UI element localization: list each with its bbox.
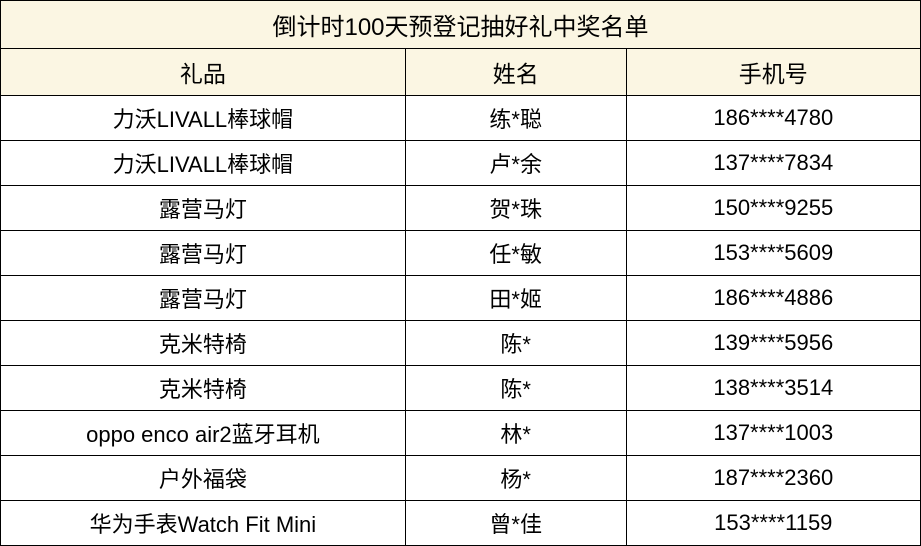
column-header-phone: 手机号	[626, 49, 920, 96]
table-row: 户外福袋 杨* 187****2360	[1, 456, 921, 501]
table-row: 露营马灯 任*敏 153****5609	[1, 231, 921, 276]
cell-phone: 150****9255	[626, 186, 920, 231]
table-row: 露营马灯 田*姬 186****4886	[1, 276, 921, 321]
cell-name: 练*聪	[405, 96, 626, 141]
table-row: 克米特椅 陈* 138****3514	[1, 366, 921, 411]
table-row: 力沃LIVALL棒球帽 卢*余 137****7834	[1, 141, 921, 186]
cell-prize: 户外福袋	[1, 456, 406, 501]
cell-phone: 138****3514	[626, 366, 920, 411]
cell-name: 曾*佳	[405, 501, 626, 546]
cell-prize: oppo enco air2蓝牙耳机	[1, 411, 406, 456]
cell-name: 任*敏	[405, 231, 626, 276]
cell-phone: 187****2360	[626, 456, 920, 501]
column-header-name: 姓名	[405, 49, 626, 96]
cell-name: 陈*	[405, 321, 626, 366]
winners-table-container: 倒计时100天预登记抽好礼中奖名单 礼品 姓名 手机号 力沃LIVALL棒球帽 …	[0, 0, 921, 546]
cell-name: 杨*	[405, 456, 626, 501]
cell-name: 卢*余	[405, 141, 626, 186]
cell-name: 林*	[405, 411, 626, 456]
table-row: 力沃LIVALL棒球帽 练*聪 186****4780	[1, 96, 921, 141]
cell-phone: 153****1159	[626, 501, 920, 546]
winners-table: 倒计时100天预登记抽好礼中奖名单 礼品 姓名 手机号 力沃LIVALL棒球帽 …	[0, 0, 921, 546]
table-row: 华为手表Watch Fit Mini 曾*佳 153****1159	[1, 501, 921, 546]
cell-phone: 139****5956	[626, 321, 920, 366]
cell-prize: 华为手表Watch Fit Mini	[1, 501, 406, 546]
cell-prize: 克米特椅	[1, 366, 406, 411]
table-body: 力沃LIVALL棒球帽 练*聪 186****4780 力沃LIVALL棒球帽 …	[1, 96, 921, 546]
cell-phone: 137****7834	[626, 141, 920, 186]
table-row: 露营马灯 贺*珠 150****9255	[1, 186, 921, 231]
cell-prize: 露营马灯	[1, 231, 406, 276]
cell-name: 陈*	[405, 366, 626, 411]
cell-prize: 克米特椅	[1, 321, 406, 366]
cell-phone: 186****4780	[626, 96, 920, 141]
cell-phone: 186****4886	[626, 276, 920, 321]
cell-phone: 153****5609	[626, 231, 920, 276]
cell-prize: 力沃LIVALL棒球帽	[1, 141, 406, 186]
cell-prize: 力沃LIVALL棒球帽	[1, 96, 406, 141]
cell-phone: 137****1003	[626, 411, 920, 456]
table-header-row: 礼品 姓名 手机号	[1, 49, 921, 96]
cell-prize: 露营马灯	[1, 276, 406, 321]
column-header-prize: 礼品	[1, 49, 406, 96]
cell-name: 贺*珠	[405, 186, 626, 231]
table-title: 倒计时100天预登记抽好礼中奖名单	[1, 1, 921, 49]
table-title-row: 倒计时100天预登记抽好礼中奖名单	[1, 1, 921, 49]
table-row: oppo enco air2蓝牙耳机 林* 137****1003	[1, 411, 921, 456]
cell-name: 田*姬	[405, 276, 626, 321]
cell-prize: 露营马灯	[1, 186, 406, 231]
table-row: 克米特椅 陈* 139****5956	[1, 321, 921, 366]
